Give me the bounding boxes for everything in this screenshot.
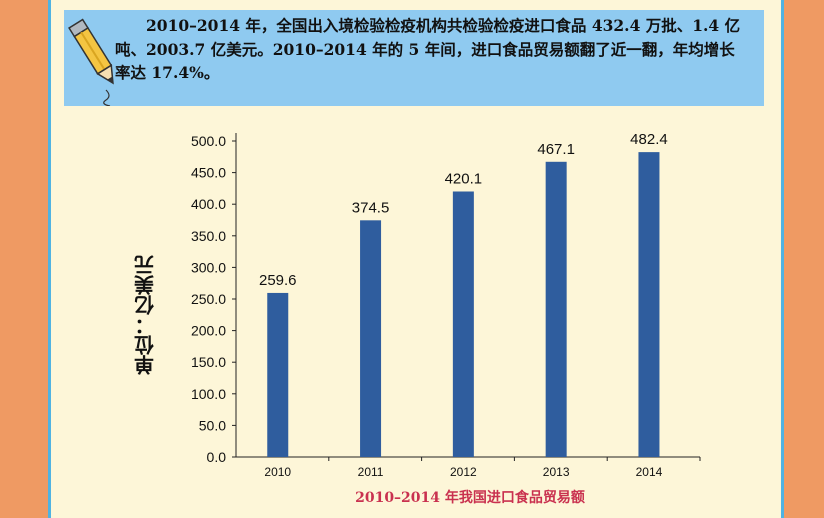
y-tick-label: 300.0	[191, 259, 226, 275]
y-tick-label: 0.0	[207, 449, 227, 465]
data-label-2011: 374.5	[352, 199, 390, 216]
y-tick-label: 450.0	[191, 165, 226, 181]
x-tick-label-2011: 2011	[358, 465, 384, 479]
x-tick-label-2010: 2010	[264, 465, 291, 479]
bar-2014	[638, 152, 660, 457]
bar-2011	[360, 220, 382, 457]
y-tick-label: 150.0	[191, 354, 226, 370]
y-axis-label: 单位：亿美元	[133, 255, 158, 375]
y-tick-label: 100.0	[191, 386, 226, 402]
y-tick-label: 50.0	[199, 417, 226, 433]
chart-caption: 2010–2014 年我国进口食品贸易额	[355, 490, 585, 506]
x-tick-label-2014: 2014	[636, 465, 663, 479]
y-tick-label: 400.0	[191, 196, 226, 212]
bar-2012	[452, 191, 474, 457]
x-tick-label-2012: 2012	[450, 465, 477, 479]
pencil-icon	[68, 18, 114, 106]
data-label-2014: 482.4	[630, 131, 668, 148]
y-tick-label: 350.0	[191, 228, 226, 244]
y-tick-label: 250.0	[191, 291, 226, 307]
summary-text: 2010–2014 年，全国出入境检验检疫机构共检验检疫进口食品 432.4 万…	[115, 16, 741, 82]
info-note-box	[64, 10, 764, 106]
x-tick-label-2013: 2013	[543, 465, 570, 479]
bar-2013	[545, 161, 567, 458]
data-label-2012: 420.1	[445, 170, 483, 187]
data-label-2013: 467.1	[537, 141, 575, 158]
y-tick-label: 200.0	[191, 323, 226, 339]
data-label-2010: 259.6	[259, 272, 297, 289]
y-tick-label: 500.0	[191, 133, 226, 149]
bar-2010	[267, 292, 289, 457]
